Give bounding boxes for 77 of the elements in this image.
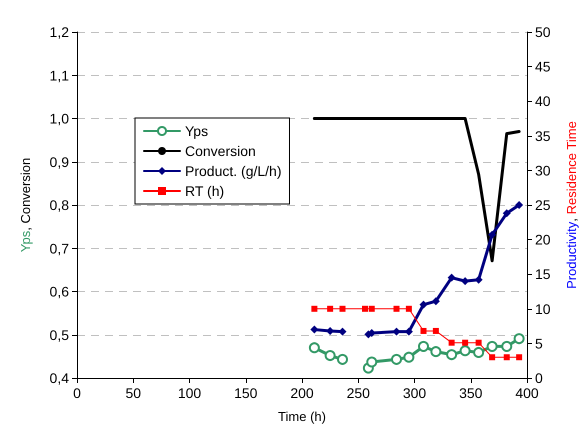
- point: [474, 276, 483, 284]
- point: [432, 328, 439, 334]
- y2-tick-label: 15: [535, 266, 551, 282]
- point: [394, 306, 400, 312]
- x-tick-label: 50: [125, 385, 142, 401]
- y2-tick-label: 35: [535, 128, 551, 144]
- x-axis-title: Time (h): [278, 409, 326, 424]
- point: [516, 354, 522, 360]
- x-tick-label: 150: [234, 385, 258, 401]
- y-tick-label: 0,4: [50, 370, 70, 386]
- y2-tick-label: 25: [535, 197, 551, 213]
- point: [501, 340, 512, 352]
- y-tick-label: 1,1: [50, 67, 70, 84]
- y2-tick-label: 20: [535, 232, 551, 248]
- x-tick-label: 200: [290, 385, 314, 401]
- point: [489, 354, 496, 360]
- point: [310, 326, 318, 334]
- y-axis-title: Yps, Conversion: [18, 158, 33, 252]
- point: [406, 306, 412, 312]
- x-tick-label: 300: [402, 385, 426, 401]
- x-tick-label: 350: [459, 385, 483, 401]
- point: [391, 354, 402, 365]
- point: [486, 340, 498, 352]
- point: [403, 352, 414, 363]
- point: [488, 230, 496, 239]
- y-tick-label: 0,7: [50, 240, 70, 256]
- y2-axis-title: Productivity, Residence Time: [564, 121, 579, 289]
- legend-label: RT (h): [185, 183, 224, 199]
- y2-tick-label: 0: [535, 370, 543, 386]
- point: [368, 306, 375, 312]
- x-tick-label: 100: [178, 385, 202, 401]
- point: [420, 328, 426, 334]
- point: [448, 274, 456, 282]
- point: [504, 354, 510, 360]
- point: [362, 306, 368, 312]
- point: [448, 340, 455, 346]
- y2-tick-label: 45: [535, 58, 551, 75]
- point: [420, 300, 428, 309]
- y2-tick-label: 30: [535, 162, 551, 178]
- point: [324, 350, 336, 362]
- point: [327, 306, 334, 312]
- point: [308, 342, 320, 354]
- point: [460, 345, 471, 356]
- point: [462, 340, 468, 346]
- point: [337, 354, 348, 365]
- point: [340, 306, 346, 312]
- point: [515, 201, 524, 209]
- point: [392, 328, 400, 336]
- y2-tick-label: 10: [535, 300, 551, 317]
- point: [514, 333, 525, 344]
- line-series: [312, 117, 521, 262]
- point: [366, 356, 378, 368]
- y-tick-label: 1,0: [50, 110, 70, 126]
- point: [432, 297, 440, 306]
- point: [418, 340, 429, 352]
- y-tick-label: 1,2: [50, 24, 70, 40]
- y-tick-label: 0,5: [50, 326, 70, 343]
- legend-label: Product. (g/L/h): [185, 163, 282, 179]
- point: [430, 346, 442, 358]
- x-tick-label: 400: [515, 385, 539, 401]
- point: [461, 277, 470, 286]
- point: [311, 306, 318, 312]
- y-tick-label: 0,9: [50, 154, 70, 170]
- y2-tick-label: 5: [535, 335, 543, 352]
- y2-tick-label: 50: [535, 24, 551, 40]
- x-tick-label: 250: [346, 385, 370, 401]
- y-tick-label: 0,6: [50, 284, 70, 300]
- y2-tick-label: 40: [535, 93, 551, 110]
- legend-label: Yps: [185, 123, 208, 139]
- legend-label: Conversion: [185, 143, 256, 159]
- point: [476, 340, 482, 346]
- point: [446, 349, 458, 360]
- point: [502, 209, 511, 218]
- point: [473, 346, 484, 358]
- x-tick-label: 0: [73, 385, 82, 401]
- point: [338, 328, 346, 336]
- y-tick-label: 0,8: [50, 197, 70, 213]
